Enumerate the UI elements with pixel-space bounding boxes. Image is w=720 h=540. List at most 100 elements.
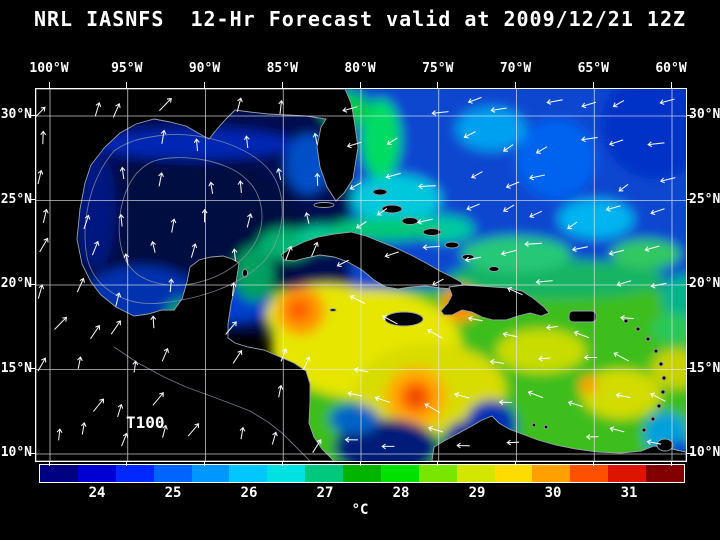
- axis-tick: [437, 461, 439, 466]
- wind-vector: [121, 432, 129, 447]
- wind-vector: [609, 426, 625, 433]
- wind-vector: [381, 443, 395, 450]
- wind-vector: [620, 314, 634, 321]
- wind-vector: [427, 425, 444, 433]
- wind-vector: [277, 384, 284, 398]
- wind-vector: [567, 221, 578, 230]
- axis-tick: [29, 283, 35, 285]
- axis-tick: [687, 452, 693, 454]
- colorbar-segment: [267, 465, 306, 482]
- wind-vector: [346, 141, 362, 149]
- colorbar-tick-label: 28: [392, 485, 410, 501]
- wind-vector: [583, 354, 598, 361]
- wind-vector: [585, 433, 599, 440]
- wind-vector: [239, 426, 246, 440]
- axis-tick: [281, 82, 283, 88]
- wind-vector: [112, 102, 121, 118]
- axis-tick: [592, 461, 594, 466]
- wind-vector: [162, 424, 168, 438]
- wind-vector: [230, 282, 237, 297]
- wind-vector: [507, 286, 523, 296]
- colorbar-segment: [305, 465, 343, 482]
- lon-label: 85°W: [266, 61, 298, 76]
- wind-vector: [276, 167, 282, 181]
- wind-vector: [535, 279, 553, 285]
- wind-vector: [650, 392, 666, 402]
- colorbar-tick-label: 30: [544, 485, 562, 501]
- colorbar-segment: [570, 465, 609, 482]
- wind-vector: [382, 314, 398, 325]
- wind-vector: [312, 132, 319, 145]
- axis-tick: [29, 452, 35, 454]
- axis-tick: [515, 82, 516, 88]
- land-north-central-america: [36, 89, 359, 461]
- lat-label-right: 30°N: [689, 107, 720, 122]
- land-bonaire: [543, 424, 549, 430]
- map-annotation-t100: T100: [126, 413, 165, 432]
- wind-vector: [311, 241, 319, 257]
- wind-vector: [650, 282, 667, 289]
- colorbar: [39, 464, 685, 483]
- axis-tick: [29, 199, 35, 200]
- wind-vector: [647, 141, 665, 148]
- axis-tick: [359, 82, 361, 88]
- land-jamaica: [384, 311, 424, 327]
- wind-vector: [201, 208, 208, 223]
- wind-vector: [502, 331, 518, 338]
- colorbar-segment: [418, 465, 457, 482]
- wind-vector: [500, 249, 517, 257]
- colorbar-segment: [77, 465, 116, 482]
- wind-vector: [431, 110, 449, 116]
- lon-label: 100°W: [29, 61, 69, 76]
- wind-vector: [168, 278, 175, 293]
- lat-label-left: 15°N: [0, 360, 32, 376]
- colorbar-tick-label: 31: [620, 485, 638, 501]
- wind-vector: [342, 106, 358, 113]
- lat-label-right: 15°N: [689, 360, 720, 376]
- wind-vector: [646, 439, 662, 445]
- colorbar-segment: [153, 465, 192, 482]
- wind-vector: [580, 136, 598, 143]
- axis-tick: [670, 82, 672, 88]
- wind-vector: [54, 316, 68, 330]
- wind-vector: [612, 99, 625, 108]
- axis-tick: [29, 368, 35, 369]
- land-masses: [36, 89, 686, 461]
- wind-vector: [285, 245, 293, 261]
- wind-vector: [529, 210, 543, 219]
- wind-vector: [278, 99, 285, 114]
- wind-vector: [527, 390, 544, 399]
- colorbar-segment: [532, 465, 571, 482]
- wind-vector: [119, 166, 126, 180]
- wind-vector: [115, 292, 122, 307]
- wind-vector: [160, 129, 167, 144]
- land-lesser-antilles: [623, 318, 674, 452]
- wind-vector: [506, 439, 520, 446]
- lat-label-right: 20°N: [689, 276, 720, 291]
- axis-tick: [687, 368, 693, 369]
- wind-vector: [567, 400, 584, 408]
- wind-vector: [615, 392, 631, 399]
- wind-vector: [467, 96, 482, 104]
- lon-label: 90°W: [188, 61, 221, 76]
- wind-vector: [236, 97, 243, 112]
- axis-tick: [515, 461, 516, 466]
- page-title: NRL IASNFS 12-Hr Forecast valid at 2009/…: [33, 7, 687, 31]
- axis-tick: [687, 114, 693, 116]
- wind-vector: [77, 356, 83, 369]
- colorbar-segment: [494, 465, 533, 482]
- lat-label-left: 10°N: [0, 445, 32, 460]
- axis-tick: [204, 461, 205, 466]
- axis-tick: [29, 114, 35, 116]
- lon-label: 80°W: [344, 61, 376, 76]
- wind-vector: [466, 203, 480, 211]
- colorbar-segment: [456, 465, 495, 482]
- wind-vector: [467, 315, 483, 322]
- colorbar-tick-label: 26: [240, 485, 258, 501]
- wind-vector: [158, 172, 164, 187]
- wind-vector: [232, 349, 243, 364]
- wind-vector: [36, 106, 46, 118]
- wind-vector: [349, 182, 362, 190]
- land-curacao: [531, 422, 537, 428]
